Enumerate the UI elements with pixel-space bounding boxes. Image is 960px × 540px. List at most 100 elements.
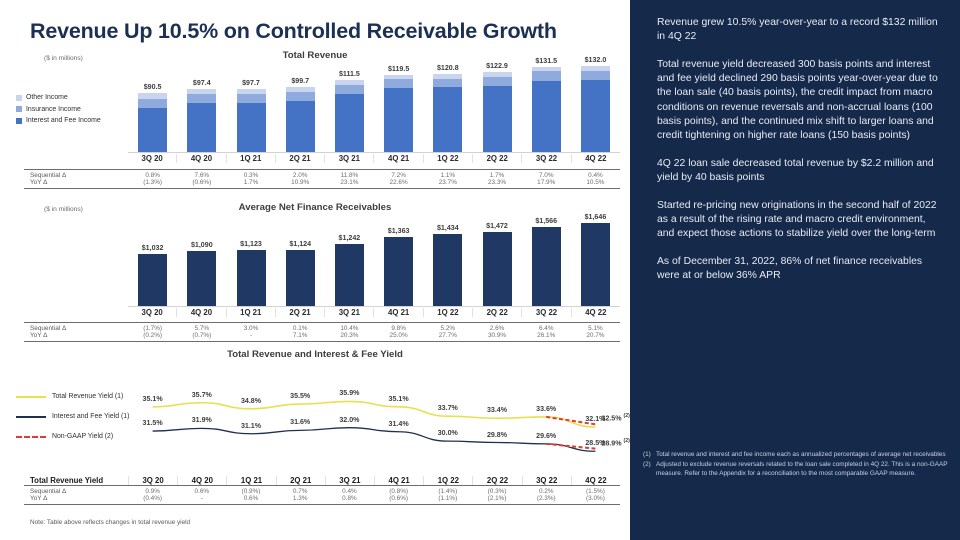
bar-segment-insurance-income: [384, 79, 414, 88]
table-cell: 1.1%: [440, 172, 456, 179]
row-label: Sequential Δ: [30, 172, 67, 179]
data-point-label: 35.1%: [142, 394, 163, 403]
category-label: 1Q 21: [225, 154, 275, 163]
table-cell: 20.3%: [340, 332, 359, 339]
table-cell: 30.9%: [487, 332, 507, 339]
chart3-title: Total Revenue and Interest & Fee Yield: [227, 349, 403, 360]
table-cell: 0.7%: [292, 488, 308, 495]
table-cell: 23.3%: [487, 179, 507, 186]
bar-segment-other-income: [138, 93, 168, 99]
table-cell: 20.7%: [586, 332, 605, 339]
bar-segment-interest-fee-income: [236, 102, 266, 152]
bar-column: $1,646: [571, 213, 620, 306]
bar-value-label: $1,472: [486, 222, 508, 230]
table-cell: 7.0%: [538, 172, 554, 179]
data-point-label: 33.6%: [536, 404, 557, 413]
data-point-label: 31.5%: [142, 419, 163, 428]
category-label: 4Q 20: [176, 154, 225, 163]
footnote-text: Total revenue and interest and fee incom…: [656, 451, 946, 458]
category-label: 2Q 22: [472, 308, 521, 317]
chart3-note: Note: Table above reflects changes in to…: [30, 519, 191, 526]
table-cell: (0.6%): [192, 179, 212, 186]
legend-label-interest-fee-income: Interest and Fee Income: [26, 117, 101, 124]
bar-segment-other-income: [236, 88, 266, 94]
commentary-paragraph: Total revenue yield decreased 300 basis …: [657, 58, 938, 141]
bar-value-label: $1,242: [338, 233, 361, 242]
bar-segment-other-income: [580, 66, 610, 72]
footnote-text: Adjusted to exclude revenue reversals re…: [656, 461, 948, 478]
bar-segment-other-income: [384, 74, 414, 80]
table-cell: (1.1%): [438, 495, 458, 502]
table-cell: 0.2%: [538, 488, 554, 495]
legend-line-non-gaap-yield: [16, 435, 46, 438]
category-label: 3Q 20: [128, 476, 177, 485]
row-label: Sequential Δ: [30, 488, 67, 495]
table-cell: (3.0%): [586, 495, 605, 502]
bar-column: $1,566: [522, 214, 571, 306]
chart3-svg: [152, 400, 596, 452]
table-cell: 22.6%: [389, 179, 408, 186]
legend-label-non-gaap-yield: Non-GAAP Yield (2): [52, 433, 114, 440]
data-point-label: 33.4%: [486, 406, 508, 415]
bar-segment-interest-fee-income: [580, 80, 610, 152]
category-label: 3Q 21: [324, 308, 373, 317]
table-cell: 17.9%: [537, 179, 556, 186]
bar-value-label: $1,363: [387, 227, 410, 236]
table-cell: 10.5%: [586, 179, 605, 186]
chart2-delta-table: Sequential Δ (1.7%) 5.7% 3.0% 0.1% 10.4% 9.8% 5…: [24, 322, 620, 342]
table-cell: (0.3%): [487, 488, 507, 495]
chart2-axis: [128, 306, 620, 307]
category-label: 3Q 20: [141, 308, 163, 317]
chart3-plot: 35.1% 35.7% 34.8% 35.5% 35.9% 35.1% 33.7% 33.4%…: [128, 366, 630, 466]
table-cell: 26.1%: [537, 332, 556, 339]
bar-value-label: $122.9: [486, 62, 508, 71]
stacked-bar: [236, 88, 266, 152]
data-point-label: 31.4%: [388, 419, 409, 428]
bar-segment-insurance-income: [531, 71, 561, 81]
category-label: 3Q 22: [521, 154, 570, 163]
chart1-title: Total Revenue: [282, 50, 348, 61]
bar-value-label: $132.0: [584, 56, 607, 65]
bar: [433, 233, 463, 306]
bar: [531, 227, 561, 306]
bar-segment-insurance-income: [187, 93, 217, 103]
table-cell: 0.4%: [588, 172, 603, 179]
stacked-bar: [187, 88, 217, 152]
category-label: 4Q 22: [570, 154, 620, 163]
table-cell: 0.4%: [342, 488, 357, 495]
category-label: 4Q 20: [177, 476, 226, 485]
table-cell: (0.8%): [389, 488, 409, 495]
bar-value-label: $120.8: [436, 63, 459, 72]
table-cell: 0.9%: [145, 488, 160, 495]
data-point-label: 31.9%: [191, 416, 212, 425]
bar-column: $1,472: [472, 214, 521, 306]
bar-column: $1,090: [177, 214, 226, 306]
bar-segment-insurance-income: [433, 78, 463, 88]
data-point-label: 35.5%: [290, 392, 311, 401]
bar-segment-insurance-income: [236, 93, 266, 103]
table-cell: 0.6%: [243, 495, 259, 502]
category-label: 4Q 21: [373, 154, 422, 163]
data-point-label: 32.1%: [585, 415, 606, 423]
data-point-label: 35.9%: [339, 389, 360, 398]
bar-column: $99.7: [276, 58, 325, 152]
footnotes: (1) Total revenue and interest and fee i…: [643, 450, 953, 479]
bar-segment-interest-fee-income: [334, 93, 364, 152]
table-cell: (1.4%): [438, 488, 458, 495]
data-point-label: 35.1%: [388, 394, 409, 403]
table-cell: 7.2%: [391, 172, 406, 179]
bar-value-label: $131.5: [535, 56, 558, 65]
stacked-bar: [482, 72, 512, 152]
chart1-legend: Other Income Insurance Income Interest a…: [16, 94, 101, 129]
bar-column: $1,124: [276, 214, 325, 306]
table-cell: 3.0%: [243, 325, 259, 332]
category-label: 4Q 21: [373, 308, 422, 317]
bar-segment-other-income: [285, 87, 315, 93]
category-label: 1Q 21: [226, 476, 275, 485]
table-cell: 0.8%: [342, 495, 357, 502]
bar-segment-interest-fee-income: [187, 102, 217, 152]
table-cell: 9.8%: [391, 325, 406, 332]
category-label: 4Q 20: [176, 308, 225, 317]
bar-segment-other-income: [187, 88, 217, 94]
